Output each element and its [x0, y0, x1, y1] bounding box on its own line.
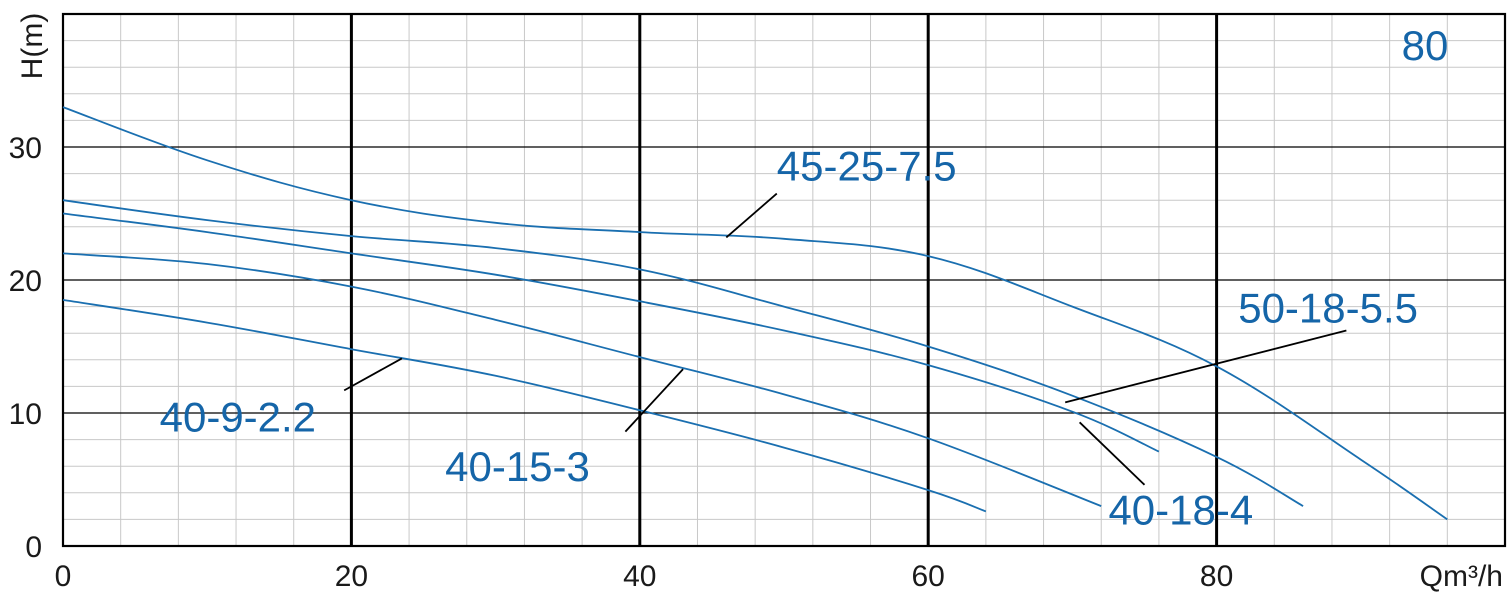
x-tick-label: 20	[335, 560, 368, 593]
chart-title: 80	[1402, 22, 1449, 69]
series-label: 40-15-3	[445, 443, 590, 490]
x-tick-label: 60	[912, 560, 945, 593]
series-line	[62, 106, 1448, 521]
leader-line	[624, 368, 684, 433]
x-axis-label: Qm³/h	[1420, 560, 1503, 593]
tick-labels: 0 20 40 60 80 0 10 20 30	[9, 132, 1234, 593]
series-line	[62, 212, 1160, 453]
x-tick-label: 0	[55, 560, 72, 593]
series-line	[62, 299, 987, 513]
series-label: 45-25-7.5	[777, 142, 957, 189]
series-label: 50-18-5.5	[1238, 285, 1418, 332]
grid	[61, 12, 1507, 548]
plot-frame	[61, 12, 1507, 548]
series-label: 40-9-2.2	[160, 394, 316, 441]
leader-line	[1064, 329, 1347, 404]
x-tick-label: 40	[623, 560, 656, 593]
leader-line	[1078, 421, 1146, 486]
curves	[62, 106, 1448, 521]
leader-line	[343, 357, 403, 392]
series-line	[62, 199, 1304, 507]
annotations: 45-25-7.5 50-18-5.5 40-18-4 40-15-3 40-9-2.2	[160, 142, 1418, 533]
y-tick-label: 30	[9, 132, 42, 165]
y-axis-label: H(m)	[16, 13, 49, 80]
y-tick-label: 10	[9, 398, 42, 431]
x-tick-label: 80	[1200, 560, 1233, 593]
leader-line	[725, 192, 778, 239]
series-line	[62, 252, 1102, 507]
y-tick-label: 0	[25, 531, 42, 564]
y-tick-label: 20	[9, 265, 42, 298]
series-label: 40-18-4	[1108, 487, 1253, 534]
